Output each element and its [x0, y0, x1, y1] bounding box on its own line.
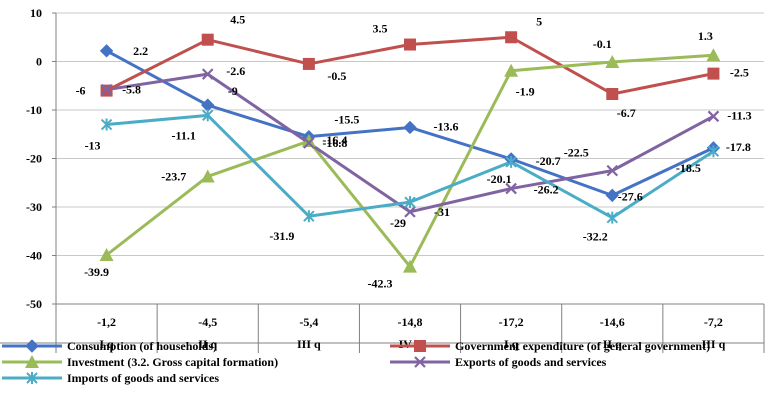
y-tick-label: -10: [26, 103, 42, 117]
data-label: -23.7: [161, 169, 186, 183]
data-label: 2.2: [133, 44, 148, 58]
data-point-marker: [606, 87, 619, 100]
data-label: -22.5: [564, 146, 589, 160]
data-point-marker: [403, 120, 417, 135]
data-labels: 2.2 -9 -15.5 -13.6 -20.1 -27.6 -17.8 -6 4.5 -0.5 3…: [76, 13, 752, 291]
y-tick-label: -50: [26, 297, 42, 311]
category-value: -7,2: [704, 315, 723, 329]
data-label: 1.3: [698, 29, 713, 43]
data-label: -16.4: [322, 133, 347, 147]
data-point-marker: [200, 169, 215, 183]
data-point-marker: [100, 83, 113, 96]
data-point-marker: [505, 182, 517, 195]
category-value: -14,8: [398, 315, 423, 329]
data-label: -13: [85, 139, 101, 153]
axis: 10 0 -10 -20 -30 -40 -50: [26, 6, 764, 353]
category-value: -5,4: [299, 315, 318, 329]
data-label: -31: [434, 205, 450, 219]
data-label: 3.5: [373, 22, 388, 36]
y-tick-label: 10: [30, 6, 42, 20]
y-tick-label: 0: [36, 55, 42, 69]
data-label: -29: [390, 216, 406, 230]
category-label: I q: [99, 337, 114, 351]
category-value: -17,2: [499, 315, 524, 329]
data-point-marker: [504, 63, 519, 77]
data-label: -17.8: [726, 140, 751, 154]
data-label: -42.3: [368, 277, 393, 291]
category-label: IV q: [399, 337, 422, 351]
data-point-marker: [302, 57, 315, 70]
data-label: -13.6: [434, 119, 459, 133]
data-label: -18.5: [676, 161, 701, 175]
data-label: -2.5: [730, 66, 749, 80]
data-label: -11.3: [727, 108, 751, 122]
data-label: -20.7: [536, 154, 561, 168]
data-label: -9: [228, 84, 238, 98]
data-label: -6: [76, 84, 86, 98]
category-axis: -1,2 I q -4,5 II q -5,4 III q -14,8 IV q -17,2 I …: [0, 304, 765, 353]
data-point-marker: [404, 196, 416, 209]
data-label: 5: [536, 14, 542, 28]
data-point-marker: [303, 137, 315, 149]
data-label: -15.5: [334, 113, 359, 127]
series-lines: [105, 35, 715, 269]
data-label: -5.8: [122, 83, 141, 97]
data-point-marker: [606, 164, 619, 177]
data-label: 4.5: [230, 13, 245, 27]
data-label: -20.1: [487, 172, 512, 186]
data-label: -6.7: [617, 106, 636, 120]
data-point-marker: [99, 44, 114, 58]
data-label: -0.1: [593, 37, 612, 51]
category-value: -14,6: [600, 315, 625, 329]
data-point-marker: [201, 33, 214, 46]
data-point-marker: [707, 67, 720, 80]
data-point-marker: [605, 54, 620, 68]
y-tick-label: -20: [26, 152, 42, 166]
category-label: III q: [297, 337, 321, 351]
data-point-marker: [403, 259, 417, 273]
data-point-marker: [606, 211, 618, 224]
data-point-marker: [202, 109, 214, 122]
category-label: I q: [504, 337, 519, 351]
data-point-marker: [505, 155, 517, 168]
data-point-marker: [707, 110, 720, 123]
data-label: -26.2: [534, 183, 559, 197]
category-value: -4,5: [198, 315, 217, 329]
data-label: -0.5: [327, 69, 346, 83]
data-point-marker: [505, 31, 518, 44]
data-point-marker: [303, 210, 315, 223]
y-tick-label: -30: [26, 200, 42, 214]
data-point-marker: [707, 145, 720, 158]
data-point-marker: [605, 188, 619, 203]
y-tick-label: -40: [26, 249, 42, 263]
data-point-marker: [301, 134, 316, 148]
data-point-marker: [201, 68, 214, 80]
data-point-marker: [99, 248, 114, 262]
data-label: -39.9: [84, 265, 109, 279]
data-point-marker: [100, 118, 113, 131]
series-line: [105, 53, 714, 269]
data-label: -31.9: [269, 229, 294, 243]
category-label: III q: [702, 337, 726, 351]
category-value: -1,2: [97, 315, 116, 329]
data-point-marker: [404, 38, 416, 51]
data-point-marker: [404, 206, 416, 218]
data-label: -32.2: [583, 230, 608, 244]
data-label: -1.9: [516, 85, 535, 99]
category-label: II q: [603, 337, 622, 351]
category-label: II q: [198, 337, 217, 351]
series-markers: [99, 31, 721, 273]
data-label: -16.8: [322, 136, 347, 150]
data-point-marker: [706, 48, 721, 62]
data-label: -27.6: [618, 189, 643, 203]
data-label: -2.6: [226, 64, 245, 78]
data-label: -11.1: [172, 128, 196, 142]
